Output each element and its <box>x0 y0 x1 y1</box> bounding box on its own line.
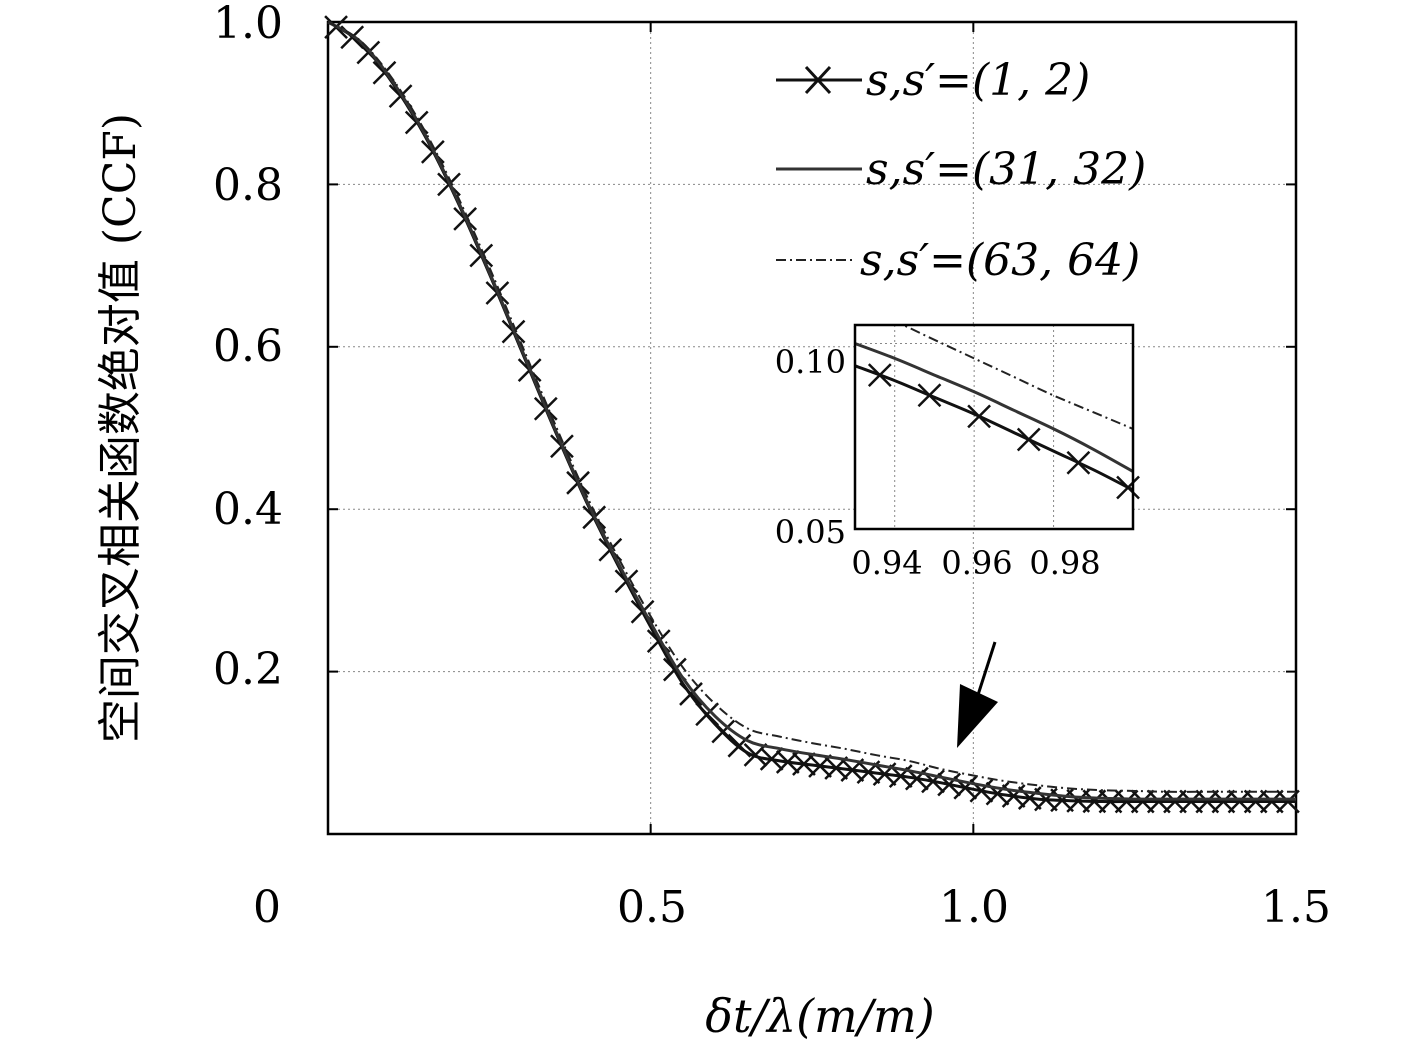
x-tick-label-1.5: 1.5 <box>1261 882 1331 933</box>
inset-x-tick-0.96: 0.96 <box>941 544 1012 582</box>
inset-x-marker <box>917 383 942 408</box>
legend-marker-x <box>804 65 832 95</box>
inset-y-tick-0.10: 0.10 <box>775 343 846 381</box>
inset-x-marker <box>1066 450 1091 475</box>
inset-series-line-1 <box>855 364 1133 492</box>
main-series-line-3 <box>327 21 1296 793</box>
legend-label-series-2: s,s′=(31, 32) <box>866 144 1146 195</box>
inset-x-marker <box>1116 475 1140 500</box>
legend-label-series-1: s,s′=(1, 2) <box>866 55 1090 106</box>
main-grid <box>328 22 1296 834</box>
main-series-line-2 <box>327 20 1296 801</box>
main-series-group <box>324 15 1300 814</box>
inset-x-marker <box>1016 427 1041 452</box>
y-axis-label: 空间交叉相关函数绝对值 (CCF) <box>95 113 146 743</box>
x-tick-label-0.5: 0.5 <box>617 882 687 933</box>
inset-x-marker <box>967 404 991 429</box>
main-x-marker <box>727 733 752 758</box>
inset-background <box>855 325 1133 529</box>
main-x-marker <box>1276 789 1300 814</box>
inset-x-tick-0.94: 0.94 <box>851 544 922 582</box>
legend-label-series-3: s,s′=(63, 64) <box>860 235 1140 286</box>
x-axis-label: δt/λ(m/m) <box>705 989 934 1043</box>
inset-grid <box>855 325 1133 529</box>
annotation-arrow <box>957 641 998 748</box>
legend: s,s′=(1, 2) s,s′=(31, 32) s,s′=(63, 64) <box>776 55 1146 286</box>
x-tick-label-0: 0 <box>253 882 281 933</box>
y-tick-label-0.8: 0.8 <box>213 160 283 211</box>
inset-x-tick-0.98: 0.98 <box>1029 544 1100 582</box>
y-tick-label-1.0: 1.0 <box>213 0 283 49</box>
inset-series-line-2 <box>855 342 1133 473</box>
main-tick-marks <box>328 22 1296 834</box>
x-tick-label-1.0: 1.0 <box>939 882 1009 933</box>
y-tick-label-0.4: 0.4 <box>213 484 283 535</box>
main-x-marker <box>711 719 736 744</box>
y-tick-label-0.6: 0.6 <box>213 321 283 372</box>
inset-y-tick-0.05: 0.05 <box>775 513 846 551</box>
y-tick-label-0.2: 0.2 <box>213 644 283 695</box>
main-x-marker <box>743 742 768 767</box>
inset-frame <box>853 323 1135 531</box>
main-plot-frame <box>326 20 1298 836</box>
inset-x-marker <box>867 363 892 387</box>
inset-series-group <box>855 325 1140 500</box>
